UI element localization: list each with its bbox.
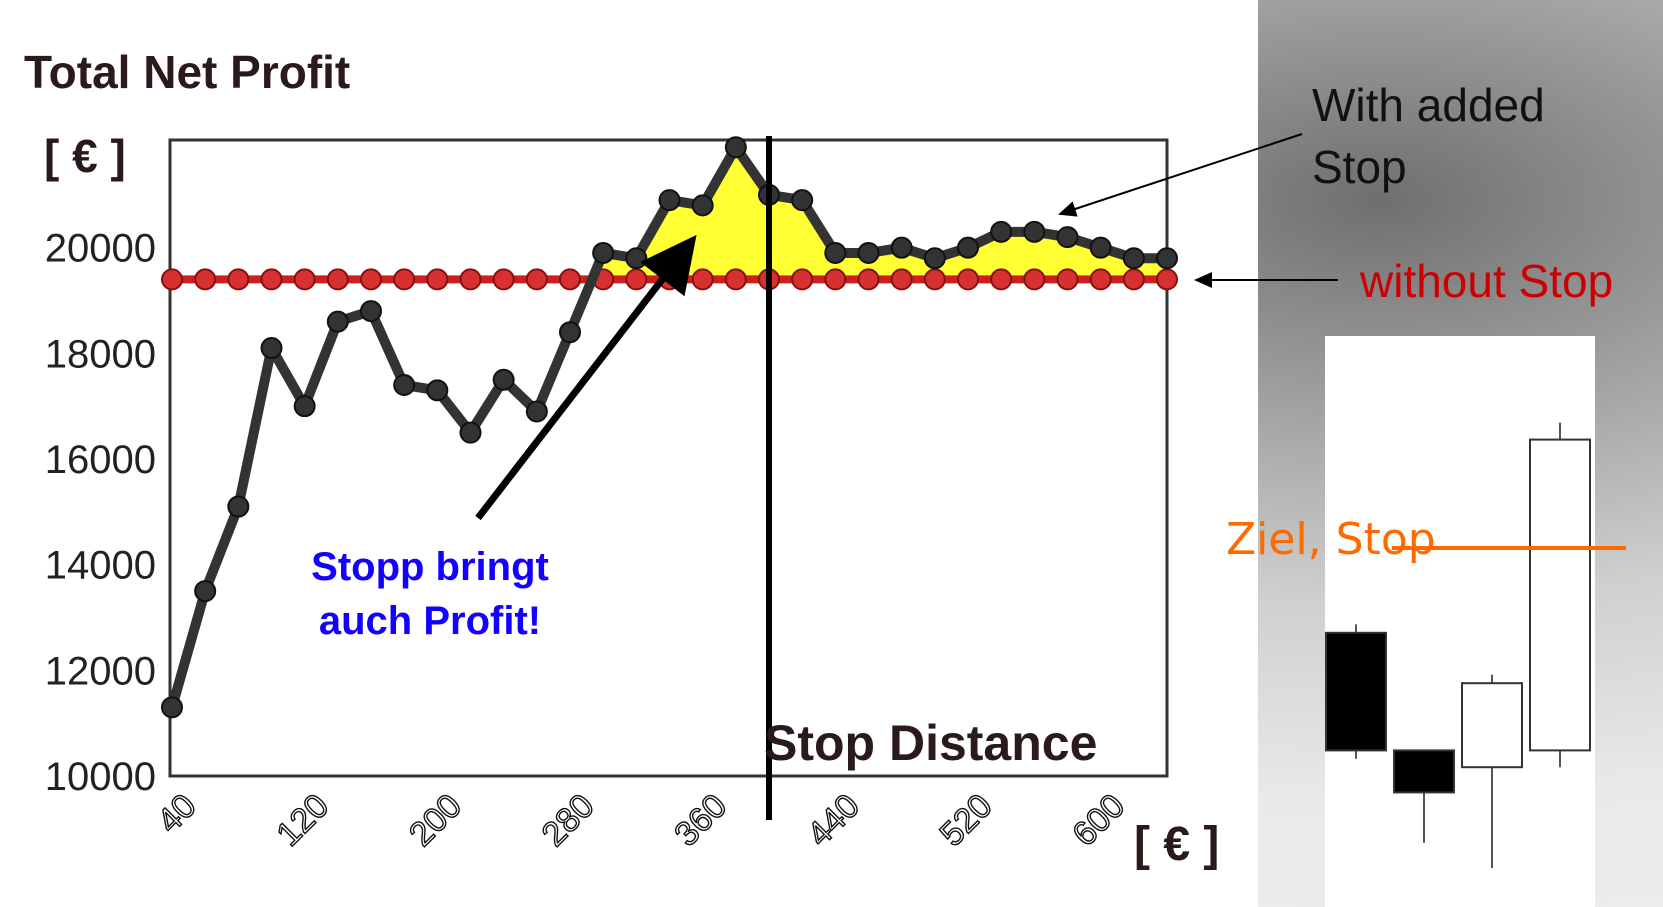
without-stop-point — [1056, 268, 1079, 291]
without-stop-point — [857, 268, 880, 291]
with-stop-point — [592, 241, 615, 264]
candle-body — [1461, 682, 1523, 769]
with-stop-point — [525, 400, 548, 423]
with-stop-arrow — [1058, 133, 1303, 217]
with-stop-point — [492, 368, 515, 391]
with-stop-point — [1122, 247, 1145, 270]
candle-body — [1529, 438, 1591, 752]
without-stop-point — [1156, 268, 1178, 291]
x-axis-label: Stop Distance — [764, 715, 1097, 771]
without-stop-point — [227, 268, 250, 291]
without-stop-point — [559, 268, 581, 291]
without-stop-point — [260, 268, 283, 291]
with-stop-point — [658, 189, 681, 212]
x-axis-unit: [ € ] — [1134, 818, 1219, 871]
y-tick-label: 12000 — [45, 649, 156, 693]
y-tick-label: 14000 — [45, 544, 156, 588]
without-stop-point — [1023, 268, 1046, 291]
with-stop-point — [691, 194, 714, 217]
with-stop-point — [1023, 220, 1046, 243]
without-stop-point — [990, 268, 1013, 291]
profit-arrow — [475, 234, 697, 521]
without-stop-label: without Stop — [1360, 255, 1614, 307]
with-stop-point — [1056, 226, 1079, 249]
candle-body — [1393, 749, 1455, 794]
with-stop-point — [857, 241, 880, 264]
stop-profit-line1: Stopp bringt — [311, 545, 549, 589]
y-axis-unit: [ € ] — [44, 130, 126, 182]
candle-body — [1325, 631, 1387, 752]
with-stop-point — [459, 421, 482, 444]
without-stop-point — [957, 268, 979, 291]
with-stop-point — [426, 379, 449, 402]
with-stop-point — [724, 136, 747, 159]
y-tick-label: 18000 — [45, 332, 156, 376]
without-stop-point — [293, 268, 316, 291]
y-tick-label: 10000 — [45, 755, 156, 799]
without-stop-point — [360, 268, 382, 291]
with-stop-point — [227, 495, 250, 518]
without-stop-point — [525, 268, 548, 291]
without-stop-point — [459, 268, 482, 291]
profit-gain-area — [593, 147, 1167, 280]
chart-title: Total Net Profit — [24, 46, 350, 98]
without-stop-point — [426, 268, 449, 291]
with-stop-point — [161, 696, 183, 719]
without-stop-point — [890, 268, 913, 291]
with-stop-point — [957, 236, 979, 259]
without-stop-point — [492, 268, 515, 291]
with-stop-point — [1089, 236, 1112, 259]
with-stop-point — [360, 300, 382, 323]
without-stop-point — [923, 268, 946, 291]
with-stop-point — [559, 321, 581, 344]
without-stop-point — [326, 268, 349, 291]
without-stop-point — [824, 268, 847, 291]
without-stop-point — [393, 268, 416, 291]
with-stop-line1: With added — [1312, 79, 1545, 131]
with-stop-point — [260, 337, 283, 360]
with-stop-point — [990, 220, 1013, 243]
with-stop-point — [393, 374, 416, 397]
target-stop-label: Ziel, Stop — [1226, 514, 1436, 565]
with-stop-label: With added Stop — [1312, 74, 1545, 198]
with-stop-line2: Stop — [1312, 141, 1407, 193]
with-stop-point — [326, 310, 349, 333]
with-stop-point — [791, 189, 814, 212]
with-stop-point — [293, 395, 316, 418]
y-tick-label: 16000 — [45, 438, 156, 482]
stop-profit-note: Stopp bringt auch Profit! — [286, 540, 574, 648]
without-stop-point — [1122, 268, 1145, 291]
without-stop-point — [791, 268, 814, 291]
candles — [1325, 422, 1591, 868]
y-axis-ticks: 20000 18000 16000 14000 12000 10000 — [45, 227, 156, 799]
y-tick-label: 20000 — [45, 227, 156, 271]
with-stop-point — [194, 580, 217, 603]
with-stop-point — [1156, 247, 1178, 270]
without-stop-point — [194, 268, 217, 291]
without-stop-point — [161, 268, 183, 291]
stop-profit-line2: auch Profit! — [318, 599, 542, 643]
with-stop-point — [923, 247, 946, 270]
with-stop-point — [824, 241, 847, 264]
with-stop-point — [890, 236, 913, 259]
without-stop-point — [724, 268, 747, 291]
without-stop-point — [1089, 268, 1112, 291]
